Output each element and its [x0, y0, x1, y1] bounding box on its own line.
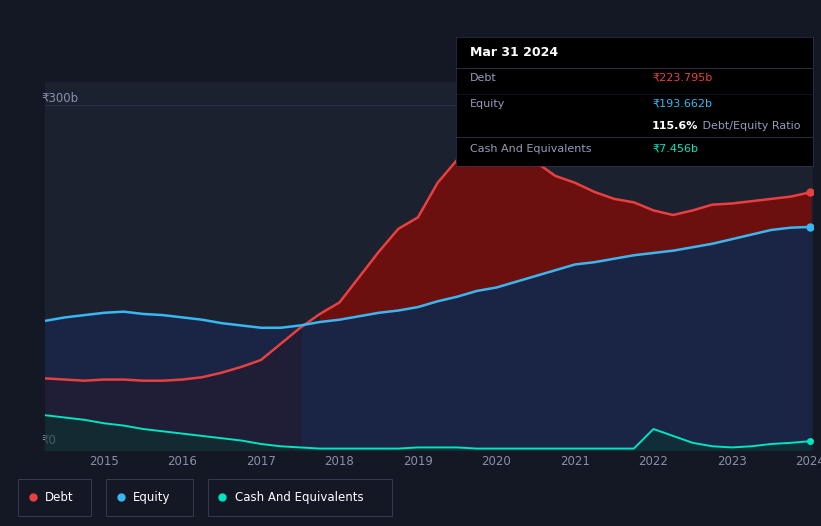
Text: Debt/Equity Ratio: Debt/Equity Ratio [699, 120, 800, 130]
Text: ₹193.662b: ₹193.662b [652, 99, 712, 109]
Text: 115.6%: 115.6% [652, 120, 699, 130]
Text: Debt: Debt [45, 491, 74, 503]
Text: ₹300b: ₹300b [41, 92, 79, 105]
Text: Cash And Equivalents: Cash And Equivalents [470, 144, 591, 154]
Text: Equity: Equity [133, 491, 171, 503]
Text: ₹223.795b: ₹223.795b [652, 73, 713, 83]
Text: ₹0: ₹0 [41, 434, 56, 448]
Text: ₹7.456b: ₹7.456b [652, 144, 698, 154]
Text: Equity: Equity [470, 99, 505, 109]
Text: Debt: Debt [470, 73, 497, 83]
Text: Cash And Equivalents: Cash And Equivalents [235, 491, 364, 503]
Text: Mar 31 2024: Mar 31 2024 [470, 46, 558, 59]
